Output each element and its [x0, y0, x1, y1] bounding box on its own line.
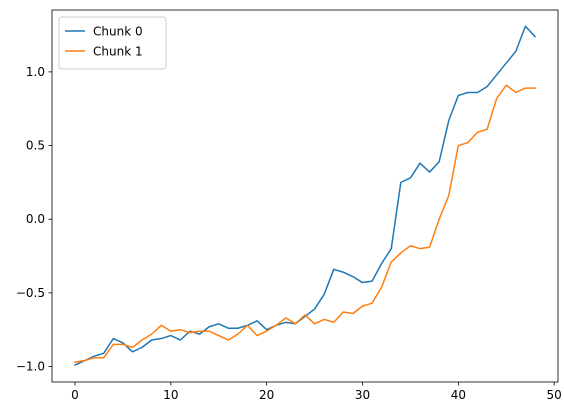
plot-frame	[51, 9, 559, 383]
legend: Chunk 0 Chunk 1	[58, 16, 167, 70]
series-line-0	[74, 25, 537, 367]
y-tick-label: 1.0	[26, 65, 45, 79]
y-tick-label: 0.0	[26, 212, 45, 226]
plot-area	[52, 10, 558, 382]
x-tick-label: 50	[547, 388, 562, 402]
x-tick-label: 30	[355, 388, 370, 402]
legend-label-0: Chunk 0	[93, 25, 143, 39]
legend-label-1: Chunk 1	[93, 45, 143, 59]
y-tick-label: −0.5	[16, 286, 45, 300]
series-line-1	[74, 84, 536, 363]
x-tick-label: 40	[451, 388, 466, 402]
x-axis: 0 10 20 30 40 50	[71, 382, 562, 402]
series-layer	[74, 25, 537, 367]
legend-box	[58, 16, 167, 70]
y-tick-label: 0.5	[26, 139, 45, 153]
x-tick-label: 10	[163, 388, 178, 402]
x-tick-label: 0	[71, 388, 79, 402]
y-tick-label: −1.0	[16, 360, 45, 374]
x-tick-label: 20	[259, 388, 274, 402]
y-axis: −1.0 −0.5 0.0 0.5 1.0	[16, 65, 52, 374]
